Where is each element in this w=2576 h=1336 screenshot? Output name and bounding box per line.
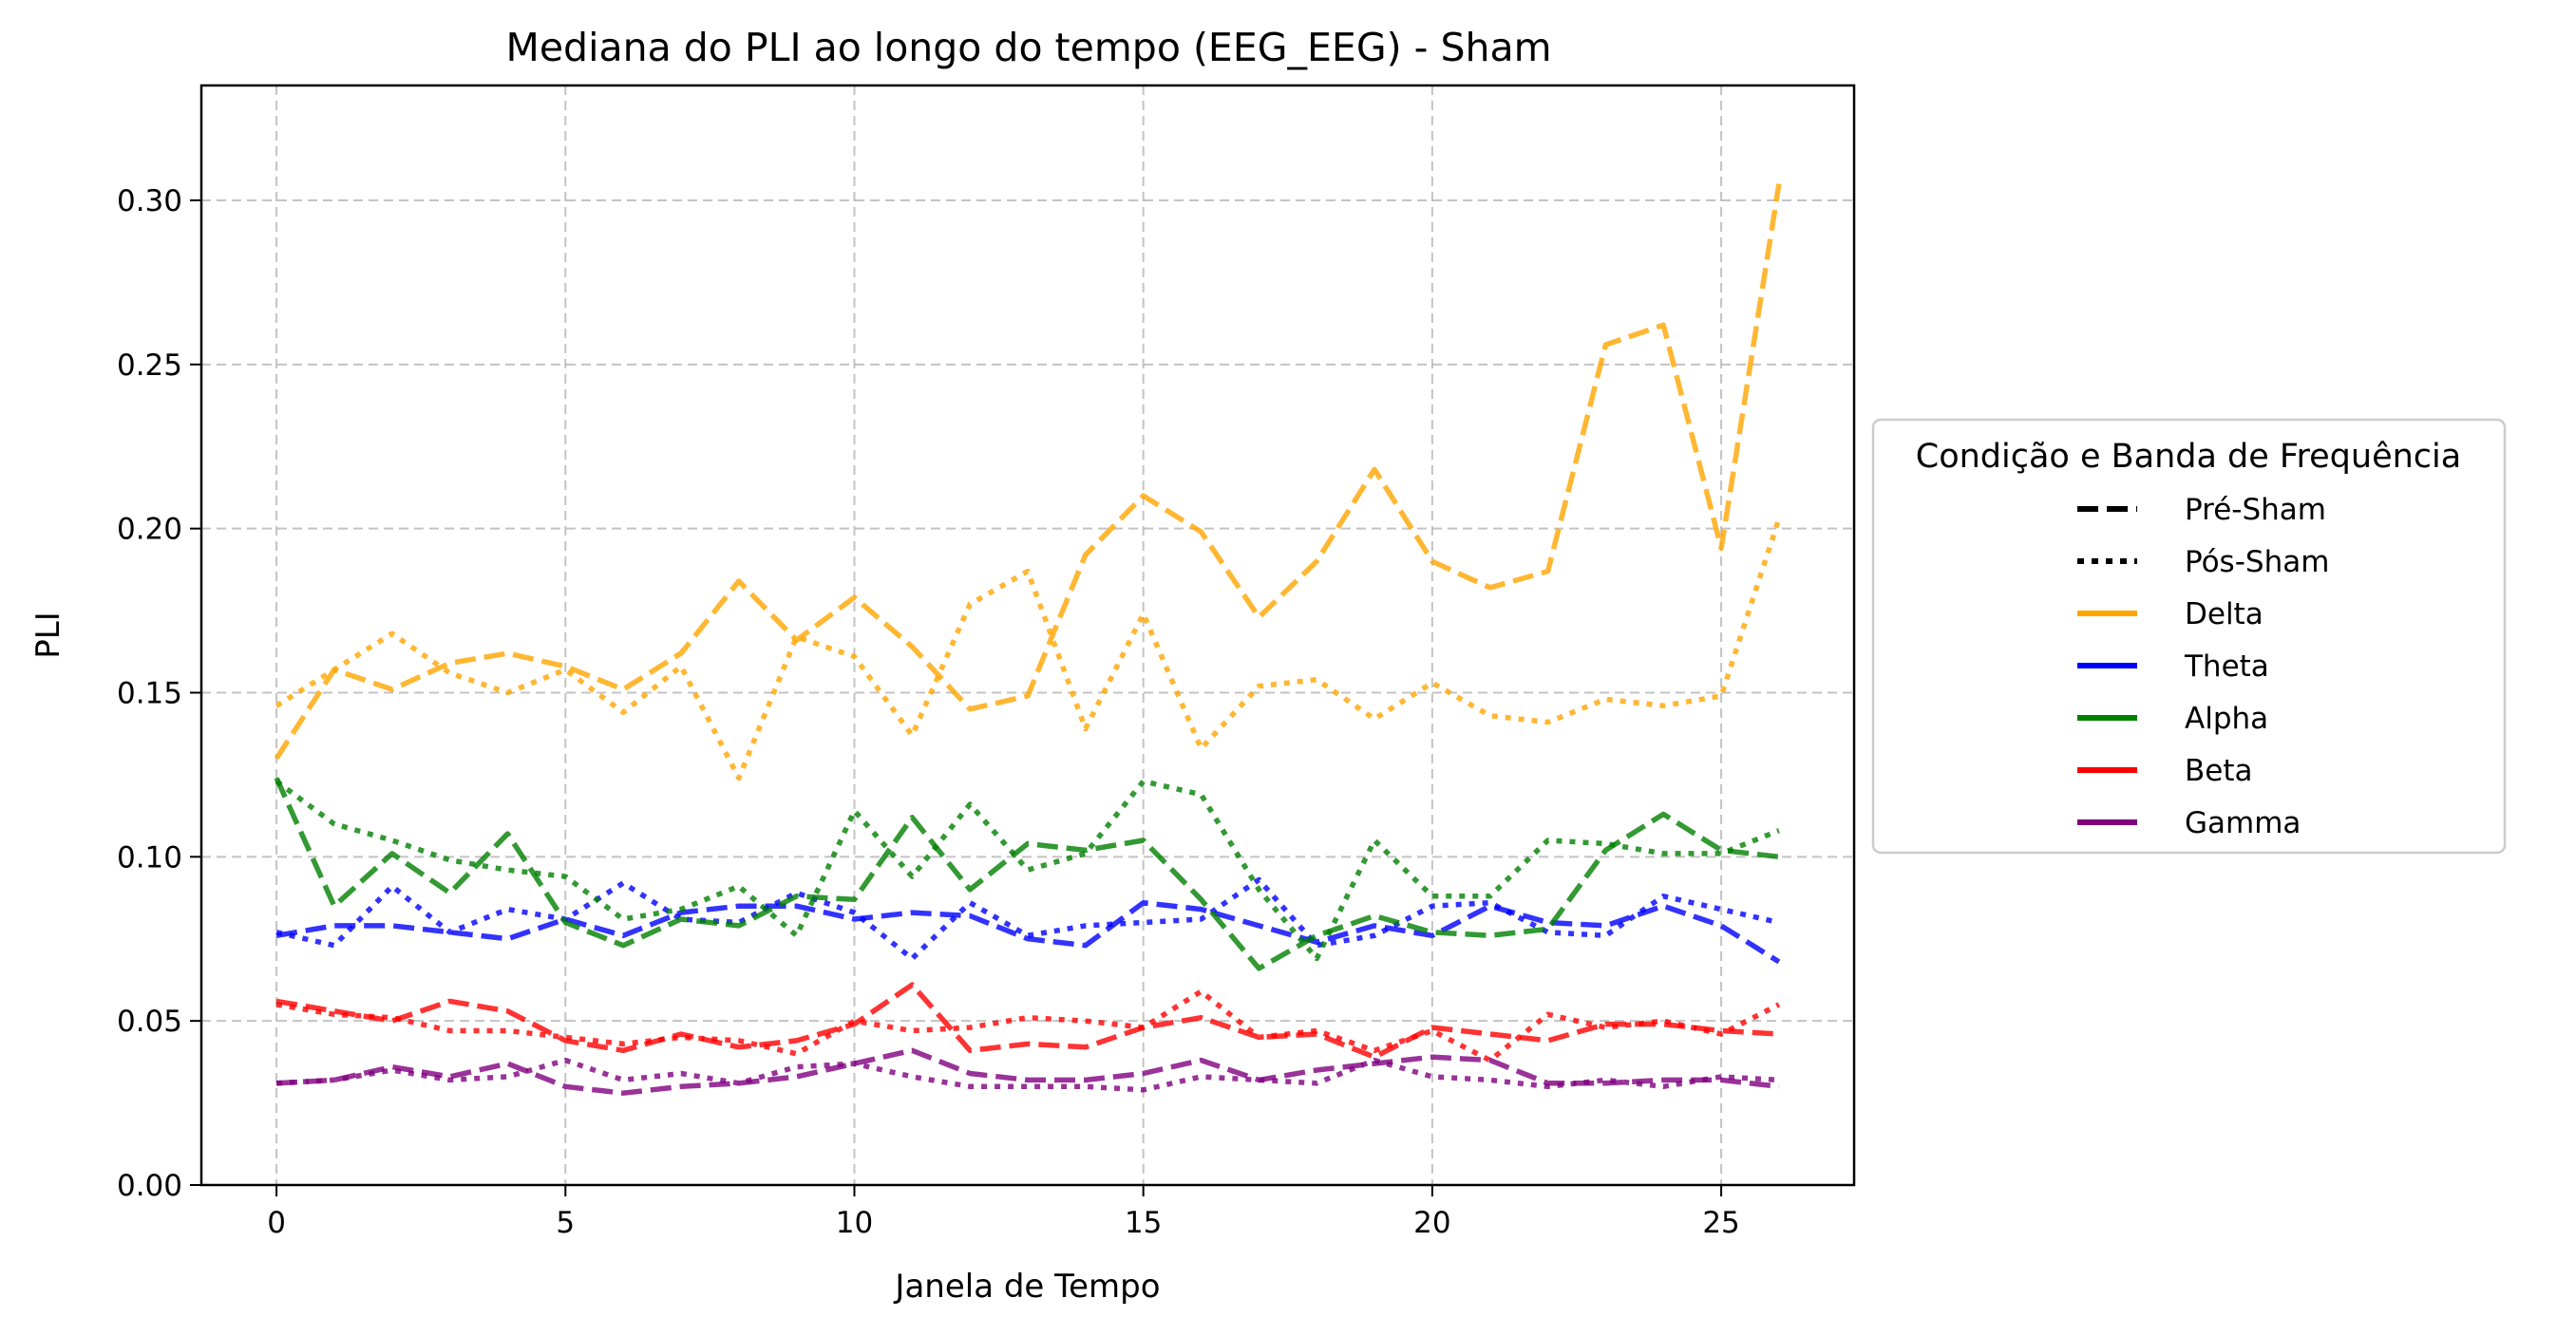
series-line-theta-pos (275, 876, 1780, 962)
y-tick-label: 0.00 (117, 1169, 182, 1203)
series-line-delta-pos (275, 517, 1782, 781)
series-line-beta-pos (275, 988, 1781, 1063)
x-axis-label: Janela de Tempo (893, 1268, 1160, 1306)
y-tick-label: 0.20 (117, 513, 182, 547)
y-axis-label: PLI (29, 612, 67, 658)
x-tick-label: 25 (1702, 1206, 1739, 1240)
legend-label: Theta (2184, 649, 2269, 684)
x-tick-label: 0 (267, 1206, 286, 1240)
y-axis-ticks: 0.00 0.05 0.10 0.15 0.20 0.25 0.30 (117, 184, 201, 1203)
series-line-gamma-pos (275, 1057, 1780, 1093)
chart-title: Mediana do PLI ao longo do tempo (EEG_EE… (505, 25, 1551, 70)
legend-label: Alpha (2185, 702, 2268, 736)
y-tick-label: 0.05 (117, 1005, 182, 1039)
series-line-alpha-pre (274, 777, 1780, 971)
plot-frame (199, 84, 1856, 1187)
y-tick-label: 0.30 (117, 184, 182, 218)
x-tick-label: 5 (556, 1206, 575, 1240)
series-line-theta-pre (275, 899, 1781, 965)
series-line-beta-pre (275, 982, 1780, 1060)
x-tick-label: 10 (836, 1206, 873, 1240)
legend: Condição e Banda de Frequência Pré-ShamP… (1871, 418, 2507, 855)
series-line-delta-pre (274, 183, 1782, 761)
legend-label: Pós-Sham (2185, 545, 2329, 579)
x-axis-ticks: 0 5 10 15 20 25 (267, 1185, 1740, 1240)
y-tick-label: 0.10 (117, 840, 182, 875)
legend-box (1871, 418, 2507, 855)
x-tick-label: 15 (1125, 1206, 1162, 1240)
legend-label: Beta (2185, 754, 2253, 788)
y-tick-label: 0.25 (117, 348, 182, 383)
series-lines (274, 183, 1782, 1096)
series-line-alpha-pos (275, 779, 1780, 962)
legend-entries: Pré-Sham Pós-Sham Delta Theta Alpha Beta Gamma (2077, 493, 2329, 840)
y-tick-label: 0.15 (117, 676, 182, 710)
legend-title: Condição e Banda de Frequência (1916, 438, 2461, 476)
legend-label: Delta (2185, 597, 2263, 631)
x-tick-label: 20 (1413, 1206, 1450, 1240)
legend-label: Pré-Sham (2185, 493, 2326, 527)
legend-label: Gamma (2185, 806, 2301, 840)
